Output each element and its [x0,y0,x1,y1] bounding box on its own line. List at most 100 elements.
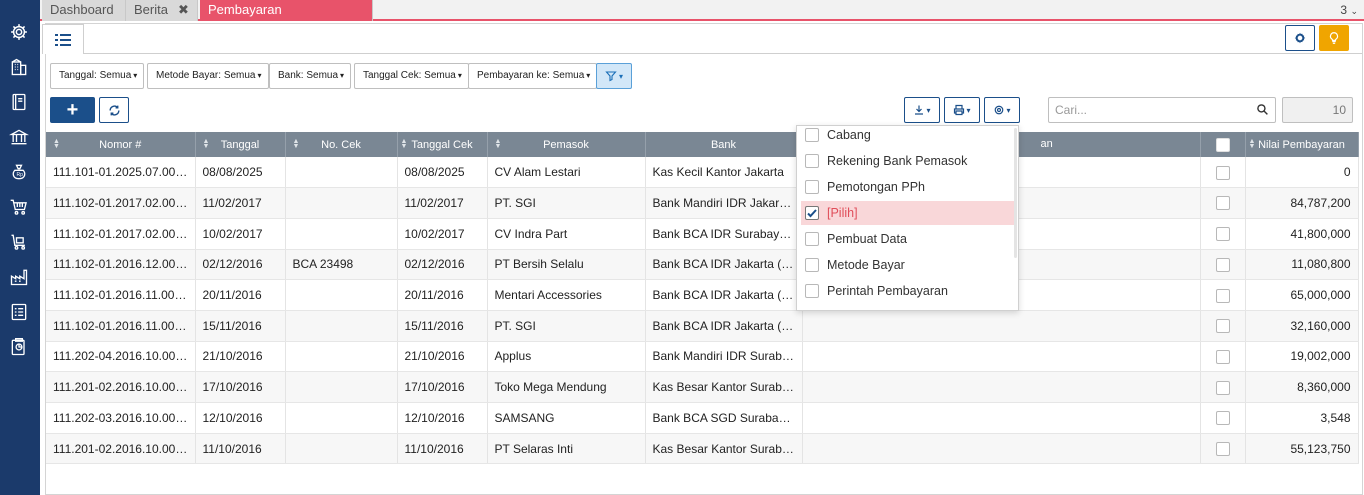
cell-select [1200,371,1246,403]
tab-berita[interactable]: Berita ✖ [126,0,198,21]
payments-table: ▲ ▼ Nomor # ▲ ▼ Tanggal ▲ ▼ No. Cek ▲ ▼ Tanggal … [46,132,1359,465]
row-checkbox[interactable] [1215,288,1230,303]
select-all-checkbox[interactable] [1215,137,1230,152]
sort-icon: ▲ ▼ [494,138,502,150]
filter-toggle-button[interactable]: ▾ [596,63,632,89]
chevron-down-icon: ⌄ [1350,6,1358,16]
table-row[interactable]: 111.102-01.2017.02.000... 11/02/2017 11/02… [46,187,1359,219]
menu-item-perintah-pembayaran[interactable]: Perintah Pembayaran [801,279,1017,303]
checkbox[interactable] [805,232,819,246]
table-row[interactable]: 111.101-01.2025.07.000... 08/08/2025 08/08… [46,157,1359,189]
table-row[interactable]: 111.202-04.2016.10.000... 21/10/2016 21/10… [46,341,1359,373]
menu-item-label: Cabang [827,128,871,142]
report-icon[interactable] [8,336,30,358]
filter-pembayaran-ke[interactable]: Pembayaran ke: Semua ▾ [468,63,598,89]
sort-icon: ▲ ▼ [400,138,408,150]
column-chooser-menu: Cabang Rekening Bank Pemasok Pemotongan … [796,125,1019,311]
cart-loaded-icon[interactable] [8,231,30,253]
table-header-row: ▲ ▼ Nomor # ▲ ▼ Tanggal ▲ ▼ No. Cek ▲ ▼ Tanggal … [46,132,1359,157]
checkbox[interactable] [805,284,819,298]
filter-label: Metode Bayar: Semua [156,70,256,81]
cell-keterangan [802,310,1201,342]
chevron-down-icon: ▾ [586,71,591,80]
row-checkbox[interactable] [1215,380,1230,395]
print-dropdown[interactable]: ▾ [944,97,980,123]
tab-pembayaran-pembelian[interactable]: Pembayaran Pembelian✖ [200,0,373,37]
checkbox-checked[interactable] [805,206,819,220]
filter-bank[interactable]: Bank: Semua ▾ [269,63,352,89]
menu-scrollbar[interactable] [1014,128,1017,258]
filter-label: Tanggal: Semua [59,70,132,81]
tab-dashboard[interactable]: Dashboard [42,0,126,21]
row-checkbox[interactable] [1215,349,1230,364]
column-header-select-all[interactable] [1200,132,1246,157]
filter-metode-bayar[interactable]: Metode Bayar: Semua ▾ [147,63,269,89]
table-row[interactable]: 111.102-01.2017.02.000... 10/02/2017 10/02… [46,218,1359,250]
table-row[interactable]: 111.201-02.2016.10.000... 11/10/2016 11/10… [46,433,1359,465]
column-header-nilai-pembayaran[interactable]: ▲ ▼ Nilai Pembayaran [1245,132,1359,157]
table-row[interactable]: 111.102-01.2016.11.000... 15/11/2016 15/11… [46,310,1359,342]
search-input[interactable] [1049,98,1249,122]
tab-count-dropdown[interactable]: 3 ⌄ [1340,0,1358,21]
bank-icon[interactable] [8,126,30,148]
cart-icon[interactable] [8,196,30,218]
column-header-bank[interactable]: Bank [645,132,803,157]
cell-no-cek [285,310,398,342]
row-checkbox[interactable] [1215,411,1230,426]
page-size-input[interactable]: 10 [1282,97,1353,123]
menu-item-pilih[interactable]: [Pilih] [801,201,1017,225]
gear-icon[interactable] [8,21,30,43]
divider [84,53,1362,54]
column-settings-dropdown[interactable]: ▾ [984,97,1020,123]
settings-button[interactable] [1285,25,1315,51]
moneybag-icon[interactable]: Rp [8,161,30,183]
table-row[interactable]: 111.202-03.2016.10.000... 12/10/2016 12/10… [46,402,1359,434]
menu-item-pemotongan-pph[interactable]: Pemotongan PPh [801,175,1017,199]
cell-pemasok: Applus [487,341,646,373]
checkbox[interactable] [805,154,819,168]
menu-item-cabang[interactable]: Cabang [801,126,1017,147]
tips-button[interactable] [1319,25,1349,51]
row-checkbox[interactable] [1215,165,1230,180]
cell-nomor: 111.101-01.2025.07.000... [46,157,196,189]
menu-item-rekening-bank-pemasok[interactable]: Rekening Bank Pemasok [801,149,1017,173]
checkbox[interactable] [805,128,819,142]
add-button[interactable]: + [50,97,95,123]
download-dropdown[interactable]: ▾ [904,97,940,123]
building-icon[interactable] [8,56,30,78]
list-view-button[interactable] [42,24,84,54]
row-checkbox[interactable] [1215,196,1230,211]
column-label: an [1040,138,1053,150]
row-checkbox[interactable] [1215,257,1230,272]
factory-icon[interactable] [8,266,30,288]
checkbox[interactable] [805,258,819,272]
page-size-value: 10 [1332,103,1346,117]
column-label: Pemasok [543,138,589,151]
row-checkbox[interactable] [1215,227,1230,242]
filter-tanggal-cek[interactable]: Tanggal Cek: Semua ▾ [354,63,469,89]
refresh-button[interactable] [99,97,129,123]
cell-tanggal-cek: 12/10/2016 [397,402,488,434]
cell-tanggal-cek: 11/10/2016 [397,433,488,465]
book-icon[interactable] [8,91,30,113]
table-body: 111.101-01.2025.07.000... 08/08/2025 08/08… [46,157,1359,465]
cell-select [1200,341,1246,373]
column-header-tanggal[interactable]: ▲ ▼ Tanggal [195,132,286,157]
checkbox[interactable] [805,180,819,194]
filter-tanggal[interactable]: Tanggal: Semua ▾ [50,63,145,89]
column-header-pemasok[interactable]: ▲ ▼ Pemasok [487,132,646,157]
chevron-down-icon: ▾ [133,71,138,80]
column-header-tanggal-cek[interactable]: ▲ ▼ Tanggal Cek [397,132,488,157]
table-row[interactable]: 111.102-01.2016.11.000... 20/11/2016 20/11… [46,279,1359,311]
receipt-icon[interactable] [8,301,30,323]
search-icon[interactable] [1256,103,1269,116]
row-checkbox[interactable] [1215,441,1230,456]
column-header-nomor[interactable]: ▲ ▼ Nomor # [46,132,196,157]
row-checkbox[interactable] [1215,319,1230,334]
table-row[interactable]: 111.201-02.2016.10.000... 17/10/2016 17/10… [46,371,1359,403]
table-row[interactable]: 111.102-01.2016.12.000... 02/12/2016 BCA 2… [46,249,1359,281]
menu-item-pembuat-data[interactable]: Pembuat Data [801,227,1017,251]
close-icon[interactable]: ✖ [177,2,189,17]
menu-item-metode-bayar[interactable]: Metode Bayar [801,253,1017,277]
column-header-no-cek[interactable]: ▲ ▼ No. Cek [285,132,398,157]
